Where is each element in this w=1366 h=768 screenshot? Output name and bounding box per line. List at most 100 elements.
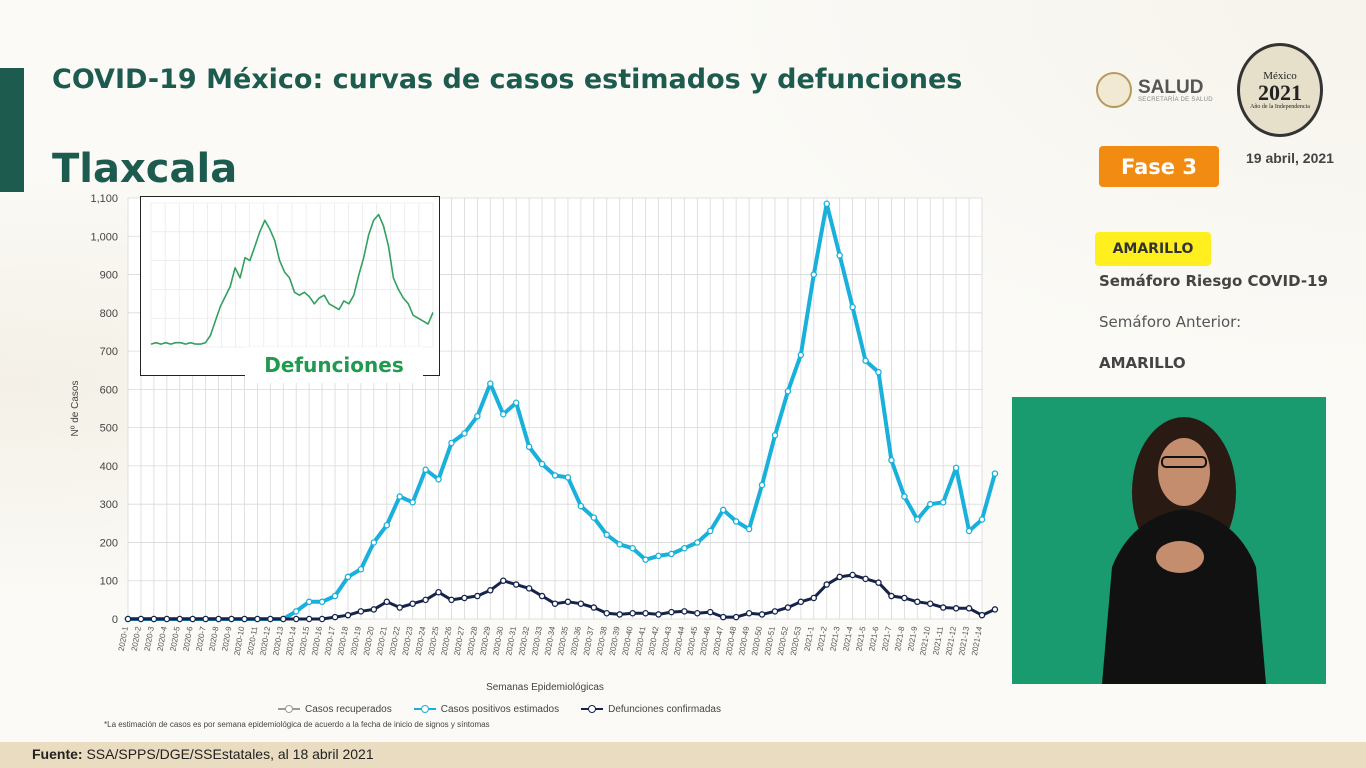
data-point — [707, 527, 714, 535]
data-point — [642, 556, 649, 563]
page-title: COVID-19 México: curvas de casos estimad… — [52, 64, 963, 95]
data-point — [331, 592, 339, 600]
x-tick-label: 2020-21 — [375, 625, 389, 656]
data-point — [849, 571, 856, 579]
data-point — [487, 380, 494, 387]
x-tick-label: 2020-47 — [711, 625, 725, 656]
data-point — [888, 456, 895, 464]
legend-swatch-deaths — [581, 704, 604, 714]
data-point — [241, 615, 248, 623]
x-tick-label: 2020-25 — [427, 625, 441, 656]
x-tick-label: 2020-50 — [750, 625, 764, 656]
data-point — [655, 611, 662, 618]
x-tick-label: 2020-32 — [517, 625, 531, 656]
x-tick-label: 2020-52 — [776, 625, 790, 656]
x-tick-label: 2020-26 — [439, 625, 453, 656]
x-tick-label: 2020-15 — [297, 625, 311, 656]
x-tick-label: 2021-10 — [918, 625, 932, 656]
x-tick-label: 2020-44 — [672, 625, 686, 656]
data-point — [991, 606, 999, 613]
x-tick-label: 2020-14 — [284, 625, 298, 656]
data-point — [797, 598, 805, 606]
x-tick-label: 2020-37 — [582, 625, 596, 656]
data-point — [978, 516, 986, 523]
x-tick-label: 2020-10 — [232, 625, 246, 656]
data-point — [771, 608, 779, 615]
x-tick-label: 2020-53 — [789, 625, 803, 656]
data-point — [616, 541, 623, 548]
legend-item-recovered: Casos recuperados — [278, 704, 392, 715]
x-tick-label: 2020-33 — [530, 625, 544, 656]
data-point — [474, 412, 481, 420]
x-tick-label: 2020-27 — [452, 625, 466, 656]
mexico-2021-logo-line3: Año de la Independencia — [1250, 103, 1310, 110]
x-tick-label: 2020-51 — [763, 625, 777, 656]
legend-item-cases: Casos positivos estimados — [413, 704, 559, 715]
data-point — [344, 611, 352, 619]
data-point — [267, 615, 274, 623]
sign-language-video — [1012, 397, 1326, 684]
salud-logo-text: SALUD — [1138, 76, 1204, 98]
data-point — [719, 613, 727, 621]
x-tick-label: 2020-45 — [685, 625, 699, 656]
data-point — [292, 615, 300, 623]
x-tick-label: 2021-7 — [880, 625, 893, 652]
data-point — [758, 611, 766, 618]
x-tick-label: 2020-31 — [504, 625, 518, 656]
x-tick-label: 2020-35 — [556, 625, 570, 656]
eagle-seal-icon — [1096, 72, 1132, 108]
x-tick-label: 2020-2 — [130, 625, 143, 652]
data-point — [487, 587, 494, 594]
data-point — [732, 613, 740, 621]
data-point — [525, 585, 533, 592]
deaths-inset-svg — [150, 202, 434, 348]
data-point — [305, 598, 313, 606]
data-point — [875, 368, 882, 376]
y-tick-label: 0 — [112, 614, 118, 626]
data-point — [228, 615, 235, 623]
data-point — [512, 399, 520, 407]
source-text: SSA/SPPS/DGE/SSEstatales, al 18 abril 20… — [86, 746, 374, 762]
legend-swatch-cases — [413, 704, 436, 714]
data-point — [836, 573, 843, 581]
x-tick-label: 2020-4 — [156, 625, 169, 652]
data-point — [939, 499, 947, 506]
data-point — [603, 531, 611, 539]
data-point — [525, 443, 533, 451]
x-tick-label: 2020-40 — [621, 625, 635, 656]
x-tick-label: 2020-28 — [465, 625, 479, 656]
data-point — [254, 615, 261, 623]
y-tick-label: 400 — [100, 461, 118, 473]
data-point — [305, 615, 313, 623]
data-point — [422, 596, 429, 604]
source-label: Fuente: — [32, 746, 83, 762]
y-tick-label: 1,100 — [90, 193, 118, 205]
data-point — [590, 604, 598, 611]
data-point — [331, 613, 339, 621]
data-point — [694, 539, 701, 546]
data-point — [150, 615, 158, 623]
x-tick-label: 2021-11 — [931, 625, 945, 655]
data-point — [189, 615, 196, 623]
y-tick-label: 900 — [100, 270, 118, 282]
x-tick-label: 2021-13 — [957, 625, 971, 656]
data-point — [810, 594, 818, 602]
x-tick-label: 2020-19 — [349, 625, 363, 656]
data-point — [409, 499, 416, 506]
data-point — [681, 608, 688, 615]
x-tick-label: 2020-20 — [362, 625, 376, 656]
data-point — [280, 615, 287, 623]
x-tick-label: 2020-6 — [181, 625, 194, 652]
data-point — [551, 600, 559, 607]
data-point — [978, 611, 986, 619]
x-tick-label: 2020-49 — [737, 625, 751, 656]
data-point — [784, 388, 792, 395]
x-tick-label: 2020-17 — [323, 625, 337, 656]
data-point — [461, 594, 468, 602]
chart-footnote: *La estimación de casos es por semana ep… — [104, 720, 490, 729]
data-point — [318, 615, 326, 623]
data-point — [564, 598, 572, 606]
x-tick-label: 2021-4 — [841, 625, 854, 652]
data-point — [823, 200, 830, 207]
x-tick-label: 2020-38 — [595, 625, 609, 656]
